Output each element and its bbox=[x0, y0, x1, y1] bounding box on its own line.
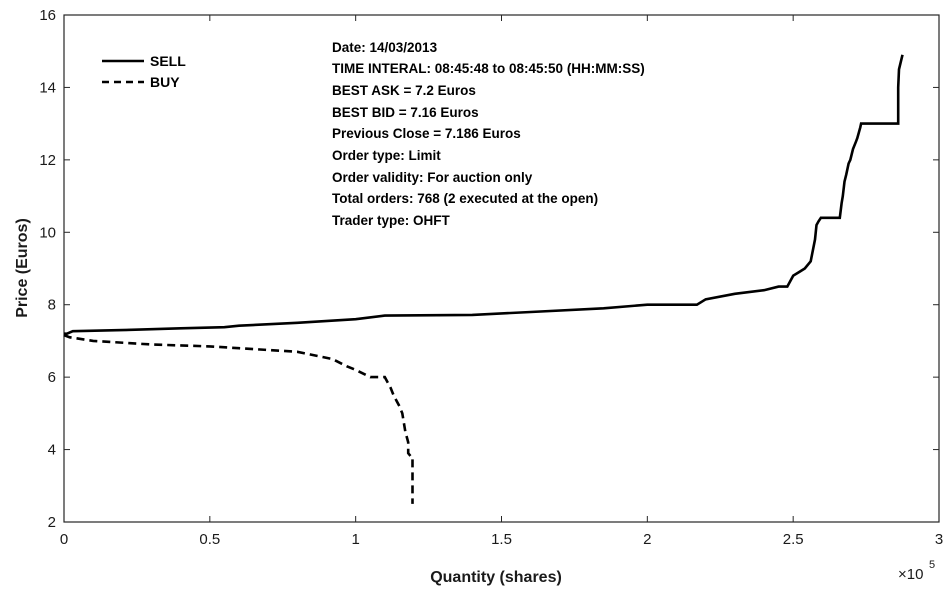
series-line-sell bbox=[64, 54, 904, 336]
x-tick-label: 3 bbox=[935, 531, 943, 548]
annotation-best-bid: BEST BID = 7.16 Euros bbox=[332, 105, 479, 120]
y-tick-label: 10 bbox=[39, 224, 56, 241]
series-layer bbox=[63, 54, 904, 504]
annotation-best-ask: BEST ASK = 7.2 Euros bbox=[332, 83, 476, 98]
annotation-order-type: Order type: Limit bbox=[332, 148, 441, 163]
x-tick-label: 2 bbox=[643, 531, 651, 548]
axis-ticks: 0 0.5 1 1.5 2 2.5 3 2 4 6 8 10 12 14 16 bbox=[39, 7, 943, 548]
y-tick-label: 16 bbox=[39, 7, 56, 24]
legend: SELL BUY bbox=[102, 53, 186, 90]
y-tick-label: 6 bbox=[48, 369, 56, 386]
x-axis-label: Quantity (shares) bbox=[430, 569, 562, 586]
x-tick-label: 0.5 bbox=[199, 531, 220, 548]
legend-buy-label: BUY bbox=[150, 74, 180, 90]
x-tick-label: 1 bbox=[351, 531, 359, 548]
series-line-buy bbox=[63, 333, 414, 504]
annotation-previous-close: Previous Close = 7.186 Euros bbox=[332, 126, 521, 141]
annotation-date: Date: 14/03/2013 bbox=[332, 40, 438, 55]
y-tick-label: 2 bbox=[48, 514, 56, 531]
annotation-time-interval: TIME INTERAL: 08:45:48 to 08:45:50 (HH:M… bbox=[332, 61, 645, 76]
y-tick-label: 12 bbox=[39, 152, 56, 169]
legend-sell-label: SELL bbox=[150, 53, 186, 69]
x-tick-label: 1.5 bbox=[491, 531, 512, 548]
y-tick-label: 14 bbox=[39, 79, 56, 96]
x-scale-base: ×10 bbox=[898, 566, 923, 583]
annotation-block: Date: 14/03/2013 TIME INTERAL: 08:45:48 … bbox=[332, 40, 645, 228]
annotation-trader-type: Trader type: OHFT bbox=[332, 213, 451, 228]
x-tick-label: 0 bbox=[60, 531, 68, 548]
y-tick-label: 8 bbox=[48, 297, 56, 314]
x-scale-exponent: 5 bbox=[929, 559, 935, 571]
y-tick-label: 4 bbox=[48, 442, 56, 459]
plot-area bbox=[63, 14, 940, 523]
y-axis-label: Price (Euros) bbox=[14, 218, 31, 318]
annotation-order-validity: Order validity: For auction only bbox=[332, 170, 533, 185]
x-scale-multiplier: ×10 5 bbox=[898, 559, 935, 583]
x-tick-label: 2.5 bbox=[783, 531, 804, 548]
annotation-total-orders: Total orders: 768 (2 executed at the ope… bbox=[332, 191, 598, 206]
